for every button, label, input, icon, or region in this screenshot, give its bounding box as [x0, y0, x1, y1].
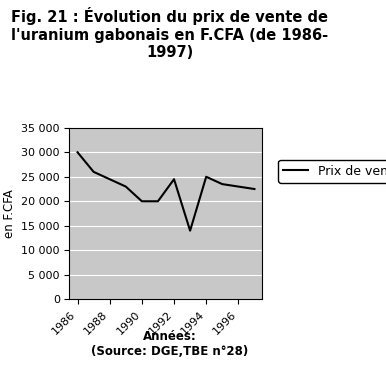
- Prix de vente: [172, 177, 176, 181]
- Line: Prix de vente: Prix de vente: [78, 152, 254, 231]
- Legend: Prix de vente: Prix de vente: [278, 160, 386, 183]
- Prix de vente: [156, 199, 160, 203]
- Prix de vente: [107, 177, 112, 181]
- Prix de vente: [91, 170, 96, 174]
- Prix de vente: [188, 228, 193, 233]
- Prix de vente: [236, 184, 241, 189]
- Prix de vente: [220, 182, 225, 186]
- Prix de vente: [140, 199, 144, 203]
- Text: Fig. 21 : Évolution du prix de vente de
l'uranium gabonais en F.CFA (de 1986-
19: Fig. 21 : Évolution du prix de vente de …: [11, 7, 328, 60]
- Prix de vente: [124, 184, 128, 189]
- Prix de vente: [252, 187, 257, 191]
- Text: Années:
(Source: DGE,TBE n°28): Années: (Source: DGE,TBE n°28): [91, 330, 249, 358]
- Prix de vente: [204, 174, 208, 179]
- Y-axis label: en F.CFA: en F.CFA: [3, 189, 15, 238]
- Prix de vente: [75, 150, 80, 154]
